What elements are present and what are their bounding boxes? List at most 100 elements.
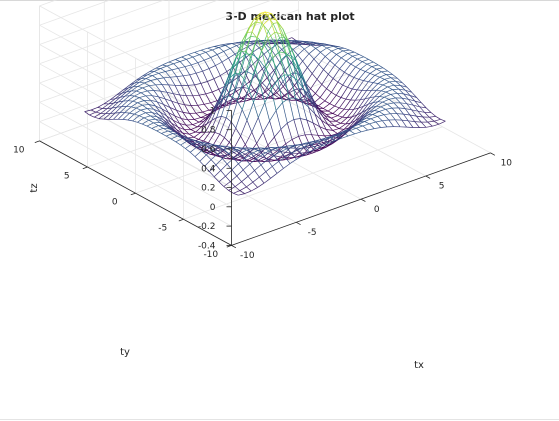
y-tick (83, 167, 88, 169)
mesh-segment (136, 91, 141, 93)
mesh-segment (338, 109, 344, 116)
mesh-segment (148, 75, 153, 76)
mesh-segment (123, 113, 130, 119)
mesh-segment (161, 69, 166, 72)
mesh-segment (170, 77, 177, 78)
mesh-segment (232, 44, 237, 46)
mesh-segment (221, 164, 228, 171)
mesh-segment (220, 134, 225, 137)
mesh-segment (399, 108, 404, 114)
mesh-segment (332, 48, 339, 51)
mesh-segment (214, 45, 221, 47)
x-tick (426, 176, 430, 178)
mesh-segment (364, 73, 370, 80)
mesh-segment (336, 85, 343, 95)
mesh-segment (371, 119, 376, 122)
mesh-segment (208, 47, 215, 49)
mesh-segment (270, 111, 277, 121)
x-tick (361, 199, 365, 201)
mesh-segment (386, 92, 391, 94)
mesh-segment (153, 76, 158, 79)
mesh-segment (234, 136, 241, 148)
mesh-segment (328, 74, 333, 78)
z-tick-label: 0 (210, 203, 216, 213)
mesh-segment (312, 74, 317, 80)
mesh-segment (372, 67, 377, 70)
mesh-segment (381, 107, 386, 110)
mesh-segment (140, 82, 145, 83)
mesh-segment (429, 116, 436, 117)
mesh-segment (279, 161, 284, 168)
figure-bottom-rule (0, 419, 559, 420)
mesh-segment (183, 76, 188, 86)
mesh-segment (229, 190, 234, 193)
mesh-segment (222, 62, 227, 72)
mesh-segment (370, 69, 377, 73)
mesh-segment (368, 75, 374, 81)
mesh-segment (365, 122, 370, 124)
mesh-segment (139, 113, 146, 116)
mesh-segment (315, 84, 321, 93)
mesh-segment (195, 85, 200, 95)
mesh-segment (368, 129, 375, 131)
mesh-segment (340, 61, 346, 69)
mesh-segment (307, 59, 314, 68)
mesh-segment (383, 85, 388, 87)
mesh-segment (258, 183, 265, 187)
mesh-segment (322, 84, 327, 88)
mesh-segment (203, 71, 208, 81)
mesh-segment (380, 77, 385, 79)
mesh-segment (247, 102, 254, 120)
mesh-segment (199, 95, 204, 104)
x-tick-label: -5 (308, 228, 317, 238)
mesh-segment (367, 62, 374, 64)
mesh-segment (237, 101, 242, 109)
mesh-segment (351, 64, 356, 67)
mesh-segment (303, 61, 308, 67)
mesh-segment (338, 116, 343, 117)
x-tick (232, 245, 236, 247)
mesh-segment (316, 48, 321, 52)
y-axis-label: ty (120, 347, 130, 358)
mesh-segment (276, 103, 282, 111)
x-tick (296, 222, 300, 224)
mesh-segment (253, 177, 259, 182)
mesh-segment (215, 132, 220, 134)
mesh-segment (319, 101, 325, 106)
mesh-segment (194, 118, 201, 120)
mesh-segment (333, 130, 338, 133)
mesh-segment (153, 73, 159, 75)
mesh-segment (399, 108, 406, 109)
mesh-segment (357, 57, 364, 59)
mesh-segment (89, 115, 94, 117)
mesh-segment (294, 119, 301, 120)
mesh-segment (378, 115, 385, 117)
mesh-segment (188, 85, 195, 86)
mesh-segment (354, 52, 359, 54)
mesh-segment (392, 89, 398, 90)
mesh-segment (331, 116, 338, 118)
mesh-segment (196, 73, 201, 83)
mesh-segment (408, 121, 415, 122)
mesh-segment (178, 67, 185, 69)
mesh-segment (431, 113, 436, 117)
mesh-segment (360, 64, 367, 69)
mesh-segment (185, 149, 190, 153)
mesh-segment (193, 55, 200, 57)
mesh-segment (146, 96, 151, 101)
mesh-segment (378, 84, 383, 85)
mesh-segment (193, 125, 198, 127)
mesh-segment (245, 132, 252, 145)
mesh-segment (369, 59, 374, 62)
mesh-segment (370, 73, 375, 75)
mesh-segment (214, 79, 219, 90)
mesh-segment (209, 66, 215, 69)
mesh-segment (180, 59, 186, 61)
mesh-segment (341, 87, 348, 97)
mesh-segment (384, 79, 389, 82)
mesh-segment (283, 103, 288, 124)
mesh-segment (143, 86, 149, 88)
mesh-segment (381, 72, 386, 75)
mesh-segment (265, 103, 270, 121)
mesh-segment (364, 81, 369, 82)
